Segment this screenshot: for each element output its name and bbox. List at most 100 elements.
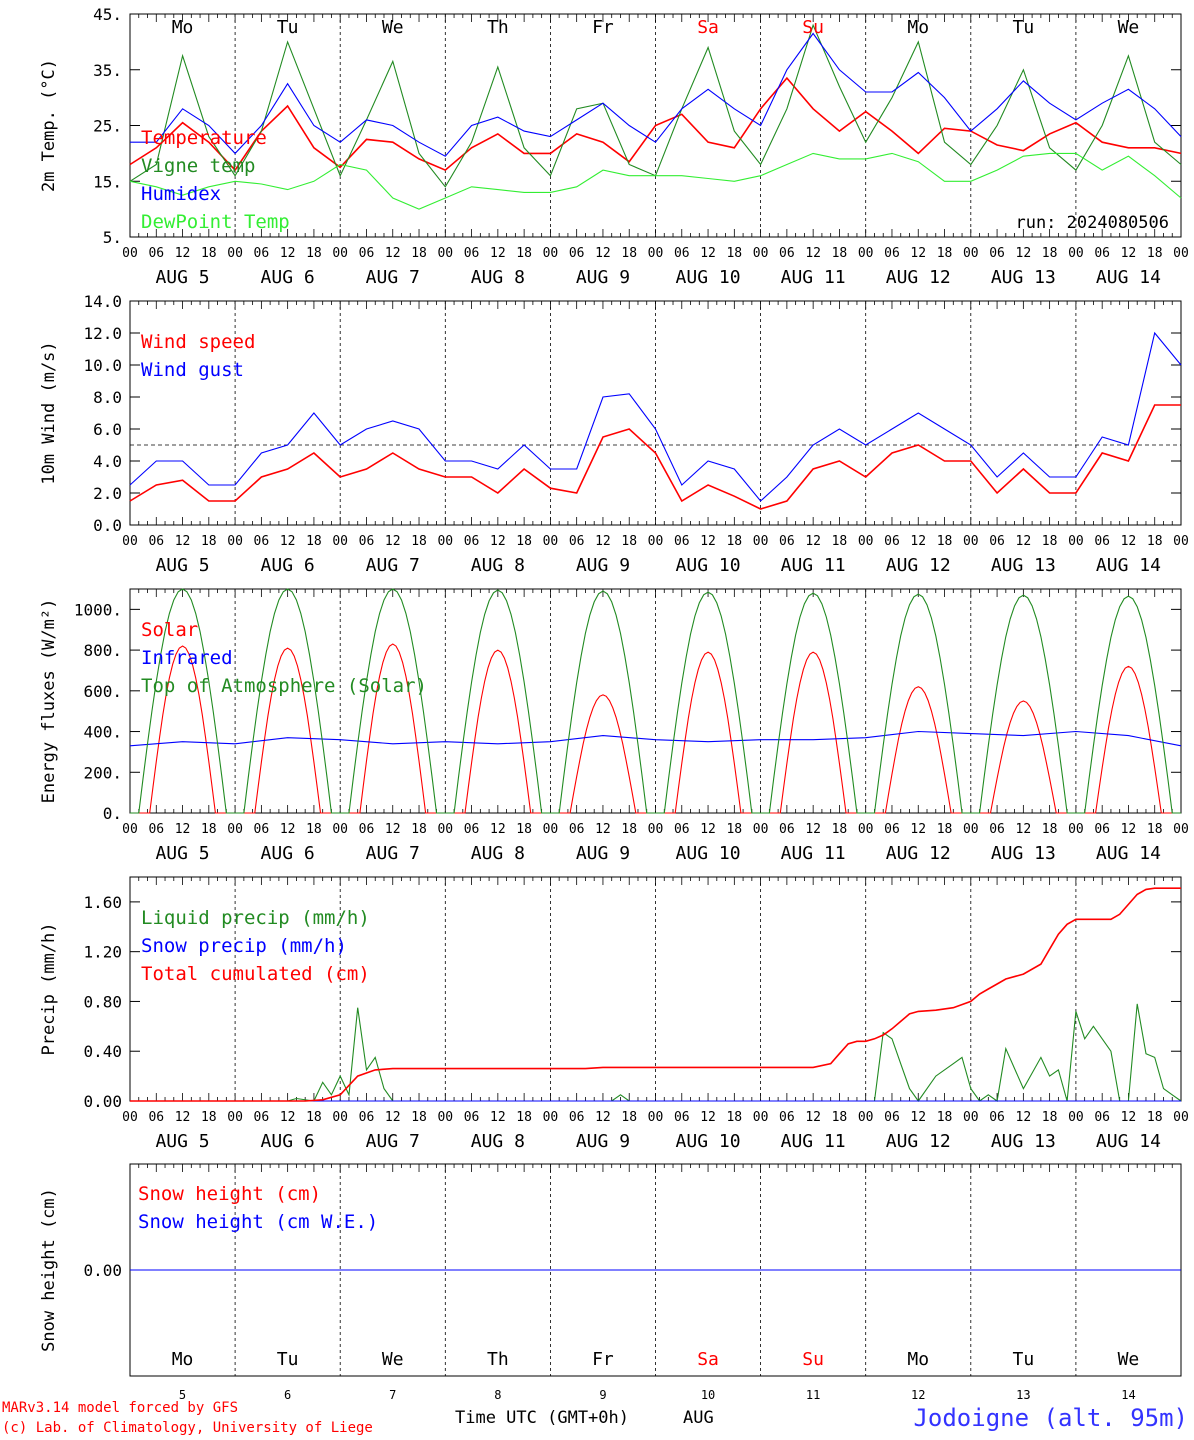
hour-label: 06 xyxy=(674,246,690,261)
hour-label: 18 xyxy=(411,822,427,837)
hour-label: 12 xyxy=(805,1110,821,1125)
hour-label: 06 xyxy=(884,822,900,837)
weekday-label: Su xyxy=(802,1349,824,1370)
y-tick-label: 0.40 xyxy=(83,1042,122,1061)
hour-label: 12 xyxy=(385,1110,401,1125)
date-label: AUG 13 xyxy=(991,1131,1056,1152)
date-label: AUG 10 xyxy=(676,1131,741,1152)
hour-label: 18 xyxy=(1147,822,1163,837)
hour-label: 18 xyxy=(411,534,427,549)
day-number-label: 9 xyxy=(599,1388,606,1402)
hour-label: 00 xyxy=(858,822,874,837)
plot-frame xyxy=(129,300,1182,526)
hour-label: 18 xyxy=(1042,534,1058,549)
hour-label: 12 xyxy=(1016,1110,1032,1125)
legend-entry: Wind gust xyxy=(141,359,244,381)
hour-label: 00 xyxy=(858,1110,874,1125)
hour-label: 06 xyxy=(148,534,164,549)
y-tick-label: 1000. xyxy=(74,600,122,619)
date-label: AUG 10 xyxy=(676,267,741,288)
y-tick-label: 1.60 xyxy=(83,893,122,912)
legend-entry: Top of Atmosphere (Solar) xyxy=(141,675,427,697)
hour-label: 06 xyxy=(884,534,900,549)
hour-label: 18 xyxy=(621,1110,637,1125)
y-tick-label: 0.80 xyxy=(83,992,122,1011)
hour-label: 12 xyxy=(490,534,506,549)
y-tick-label: 12.0 xyxy=(83,324,122,343)
legend-entry: Liquid precip (mm/h) xyxy=(141,907,370,929)
y-tick-label: 1.20 xyxy=(83,943,122,962)
date-label: AUG 5 xyxy=(155,843,209,864)
day-number-label: 8 xyxy=(494,1388,501,1402)
y-tick-label: 0.0 xyxy=(93,516,122,535)
hour-label: 06 xyxy=(779,246,795,261)
hour-label: 00 xyxy=(543,534,559,549)
hour-label: 12 xyxy=(910,246,926,261)
date-label: AUG 10 xyxy=(676,843,741,864)
y-tick-label: 10.0 xyxy=(83,356,122,375)
hour-label: 12 xyxy=(385,246,401,261)
hour-label: 00 xyxy=(437,822,453,837)
hour-label: 06 xyxy=(254,822,270,837)
hour-label: 06 xyxy=(779,534,795,549)
y-tick-label: 4.0 xyxy=(93,452,122,471)
hour-label: 12 xyxy=(700,822,716,837)
panel-2: 0.0 2.0 4.0 6.0 8.0 10.0 12.0 14.0 10m Wind (m/s… xyxy=(39,292,1189,576)
date-label: AUG 7 xyxy=(366,267,420,288)
weekday-label: Th xyxy=(487,17,509,38)
hour-label: 12 xyxy=(910,822,926,837)
hour-label: 12 xyxy=(805,534,821,549)
panel-1: 5. 15. 25. 35. 45. 2m Temp. (°C) Temperature Vi… xyxy=(39,5,1189,288)
hour-label: 00 xyxy=(963,534,979,549)
legend-entry: Temperature xyxy=(141,127,267,149)
hour-label: 00 xyxy=(858,534,874,549)
day-number-label: 10 xyxy=(701,1388,715,1402)
hour-label: 06 xyxy=(779,1110,795,1125)
hour-label: 12 xyxy=(700,1110,716,1125)
panel-4: 0.00 0.40 0.80 1.20 1.60 Precip (mm/h) Liquid … xyxy=(39,876,1189,1152)
hour-label: 06 xyxy=(359,246,375,261)
hour-label: 18 xyxy=(726,822,742,837)
date-label: AUG 5 xyxy=(155,1131,209,1152)
hour-label: 18 xyxy=(937,246,953,261)
hour-label: 12 xyxy=(1121,822,1137,837)
hour-label: 18 xyxy=(726,1110,742,1125)
date-label: AUG 6 xyxy=(261,267,315,288)
hour-label: 12 xyxy=(595,246,611,261)
legend-entry: Snow height (cm W.E.) xyxy=(138,1211,378,1233)
hour-label: 12 xyxy=(175,822,191,837)
series-line xyxy=(129,404,1181,510)
hour-label: 06 xyxy=(359,822,375,837)
legend-entry: Infrared xyxy=(141,647,233,669)
hour-label: 06 xyxy=(884,1110,900,1125)
hour-label: 12 xyxy=(595,1110,611,1125)
hour-label: 18 xyxy=(201,246,217,261)
hour-label: 00 xyxy=(753,534,769,549)
hour-label: 12 xyxy=(280,534,296,549)
hour-label: 18 xyxy=(1147,246,1163,261)
hour-label: 18 xyxy=(937,534,953,549)
day-number-label: 13 xyxy=(1016,1388,1030,1402)
hour-label: 06 xyxy=(989,1110,1005,1125)
hour-label: 06 xyxy=(148,822,164,837)
date-label: AUG 9 xyxy=(576,555,630,576)
day-number-label: 7 xyxy=(389,1388,396,1402)
hour-label: 00 xyxy=(437,1110,453,1125)
hour-label: 00 xyxy=(227,1110,243,1125)
date-label: AUG 9 xyxy=(576,843,630,864)
date-label: AUG 12 xyxy=(886,555,951,576)
hour-label: 06 xyxy=(779,822,795,837)
date-label: AUG 11 xyxy=(781,555,846,576)
date-label: AUG 12 xyxy=(886,267,951,288)
hour-label: 00 xyxy=(122,534,138,549)
date-label: AUG 13 xyxy=(991,555,1056,576)
hour-label: 18 xyxy=(726,534,742,549)
hour-label: 00 xyxy=(753,822,769,837)
series-line xyxy=(130,32,1182,157)
y-axis-label: Energy fluxes (W/m²) xyxy=(39,599,59,804)
hour-label: 00 xyxy=(122,246,138,261)
date-label: AUG 10 xyxy=(676,555,741,576)
date-label: AUG 12 xyxy=(886,843,951,864)
hour-label: 18 xyxy=(621,246,637,261)
